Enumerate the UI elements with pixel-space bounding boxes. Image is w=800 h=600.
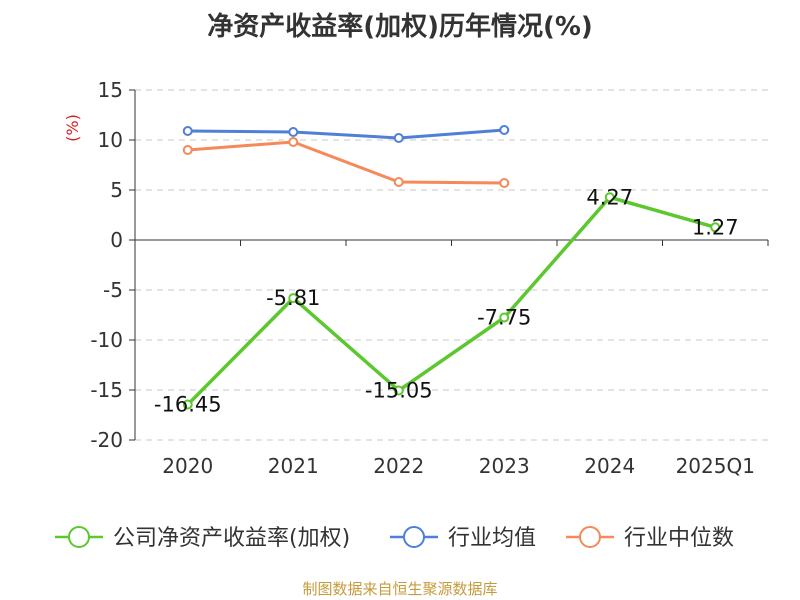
y-tick-label: -15 — [90, 378, 123, 402]
data-point — [393, 385, 404, 396]
data-point — [499, 312, 510, 323]
y-tick-label: 5 — [110, 178, 123, 202]
y-tick-label: 0 — [110, 228, 123, 252]
legend: 公司净资产收益率(加权) 行业均值 行业中位数 — [55, 526, 734, 551]
data-point — [604, 192, 615, 203]
y-tick-label: 10 — [98, 128, 123, 152]
series-line-0 — [186, 195, 716, 406]
x-tick-label: 2022 — [373, 454, 424, 478]
legend-label: 行业均值 — [448, 526, 536, 551]
y-tick-label: 15 — [98, 78, 123, 102]
series-line-1 — [187, 128, 505, 140]
data-label: -5.81 — [266, 286, 320, 310]
data-label: -15.05 — [365, 379, 433, 403]
source-note: 制图数据来自恒生聚源数据库 — [302, 580, 498, 598]
y-tick-label: -10 — [90, 328, 123, 352]
x-tick-label: 2024 — [584, 454, 635, 478]
data-label: -7.75 — [477, 306, 531, 330]
legend-item: 行业中位数 — [566, 526, 734, 551]
data-point — [182, 145, 193, 155]
data-point — [393, 133, 404, 143]
data-point — [393, 177, 404, 187]
axes: 15 10 5 0 -5 -10 -15 -20 2020 2021 2022 2023 2024 202… — [63, 78, 769, 478]
data-label: 4.27 — [586, 185, 633, 209]
data-labels: -16.45 -5.81 -15.05 -7.75 4.27 1.27 — [154, 185, 739, 416]
series-layer — [182, 125, 721, 410]
chart-title: 净资产收益率(加权)历年情况(%) — [207, 12, 593, 42]
legend-item: 行业均值 — [390, 526, 536, 551]
data-point — [288, 293, 299, 304]
data-point — [182, 399, 193, 410]
legend-label: 公司净资产收益率(加权) — [113, 526, 350, 551]
x-tick-label: 2020 — [162, 454, 213, 478]
legend-label: 行业中位数 — [624, 526, 734, 551]
data-point — [499, 178, 510, 188]
data-point — [710, 222, 721, 233]
gridlines — [135, 89, 768, 441]
legend-swatch-marker — [68, 526, 90, 548]
legend-swatch-marker — [579, 526, 601, 548]
x-tick-label: 2021 — [268, 454, 319, 478]
data-point — [499, 125, 510, 135]
data-point — [288, 137, 299, 147]
x-tick-label: 2023 — [479, 454, 530, 478]
x-tick-label: 2025Q1 — [676, 454, 755, 478]
data-label: -16.45 — [154, 393, 222, 417]
legend-swatch-marker — [403, 526, 425, 548]
data-point — [288, 127, 299, 137]
y-axis-label: (%) — [63, 114, 82, 142]
series-line-2 — [187, 140, 505, 185]
y-tick-label: -20 — [90, 428, 123, 452]
y-tick-label: -5 — [103, 278, 123, 302]
legend-item: 公司净资产收益率(加权) — [55, 526, 350, 551]
data-point — [182, 126, 193, 136]
data-label: 1.27 — [692, 215, 739, 239]
